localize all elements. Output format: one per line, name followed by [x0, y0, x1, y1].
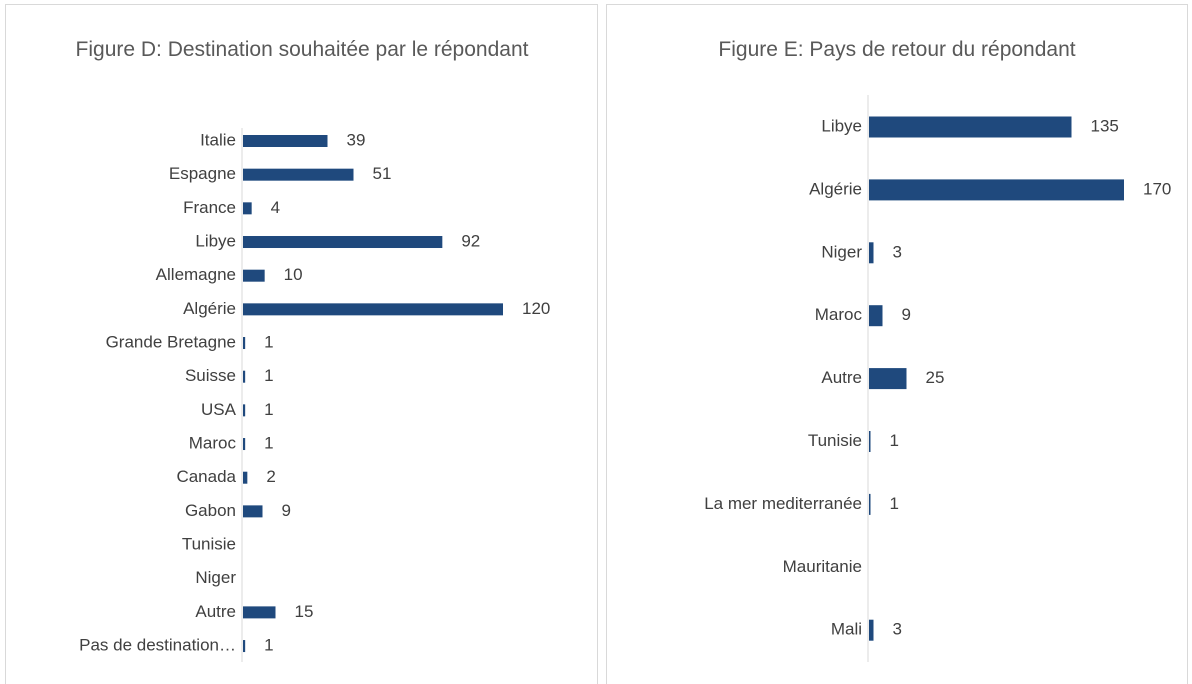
data-label: 2: [266, 467, 275, 486]
data-label: 92: [461, 231, 480, 250]
bar: [243, 438, 246, 451]
bar: [869, 431, 871, 452]
bar: [869, 619, 874, 641]
data-label: 135: [1091, 116, 1119, 135]
bar: [243, 505, 263, 518]
bar: [869, 242, 874, 264]
y-tick-label: Mali: [831, 620, 862, 639]
data-label: 1: [264, 636, 273, 655]
data-label: 1: [264, 434, 273, 453]
bar: [869, 305, 883, 327]
y-tick-label: Tunisie: [808, 431, 862, 450]
data-label: 10: [284, 265, 303, 284]
y-tick-label: Maroc: [815, 305, 863, 324]
y-tick-label: Tunisie: [182, 535, 236, 554]
y-tick-label: Autre: [821, 368, 862, 387]
y-tick-label: Maroc: [189, 434, 237, 453]
bar: [243, 404, 246, 417]
y-tick-label: Niger: [821, 242, 862, 261]
data-label: 170: [1143, 179, 1171, 198]
y-tick-label: Niger: [195, 568, 236, 587]
bar: [243, 168, 354, 181]
bar: [869, 368, 907, 390]
data-label: 1: [890, 494, 899, 513]
y-tick-label: Allemagne: [156, 265, 236, 284]
data-label: 15: [295, 602, 314, 621]
data-label: 1: [890, 431, 899, 450]
bar: [869, 179, 1124, 201]
bar: [243, 202, 252, 215]
y-tick-label: Pas de destination…: [79, 636, 236, 655]
y-tick-label: Mauritanie: [783, 557, 862, 576]
y-tick-label: Autre: [195, 602, 236, 621]
data-label: 1: [264, 400, 273, 419]
data-label: 51: [373, 164, 392, 183]
bar: [243, 303, 503, 316]
y-tick-label: Canada: [176, 467, 236, 486]
chart-title: Figure D: Destination souhaitée par le r…: [75, 38, 529, 61]
y-tick-label: Espagne: [169, 164, 236, 183]
bar: [869, 116, 1072, 138]
data-label: 25: [926, 368, 945, 387]
y-tick-label: Gabon: [185, 501, 236, 520]
panel-d: [5, 4, 598, 684]
y-tick-label: Italie: [200, 130, 236, 149]
bar: [243, 606, 276, 619]
y-tick-label: La mer mediterranée: [704, 494, 862, 513]
y-tick-label: Algérie: [183, 299, 236, 318]
data-label: 1: [264, 333, 273, 352]
data-label: 39: [347, 130, 366, 149]
data-label: 3: [893, 242, 902, 261]
y-tick-label: France: [183, 198, 236, 217]
bar: [243, 471, 248, 484]
data-label: 1: [264, 366, 273, 385]
y-tick-label: Libye: [821, 116, 862, 135]
bar: [243, 135, 328, 147]
bar: [243, 640, 246, 653]
bar: [243, 337, 246, 350]
data-label: 9: [282, 501, 291, 520]
data-label: 3: [893, 620, 902, 639]
y-tick-label: Algérie: [809, 179, 862, 198]
data-label: 9: [902, 305, 911, 324]
bar: [869, 493, 871, 515]
y-tick-label: USA: [201, 400, 237, 419]
chart-title: Figure E: Pays de retour du répondant: [718, 38, 1076, 61]
bar: [243, 236, 443, 249]
data-label: 120: [522, 299, 550, 318]
bar: [243, 269, 265, 282]
y-tick-label: Suisse: [185, 366, 236, 385]
panel-e: [606, 4, 1188, 684]
data-label: 4: [271, 198, 280, 217]
bar: [243, 370, 246, 383]
y-tick-label: Libye: [195, 231, 236, 250]
y-tick-label: Grande Bretagne: [106, 333, 236, 352]
